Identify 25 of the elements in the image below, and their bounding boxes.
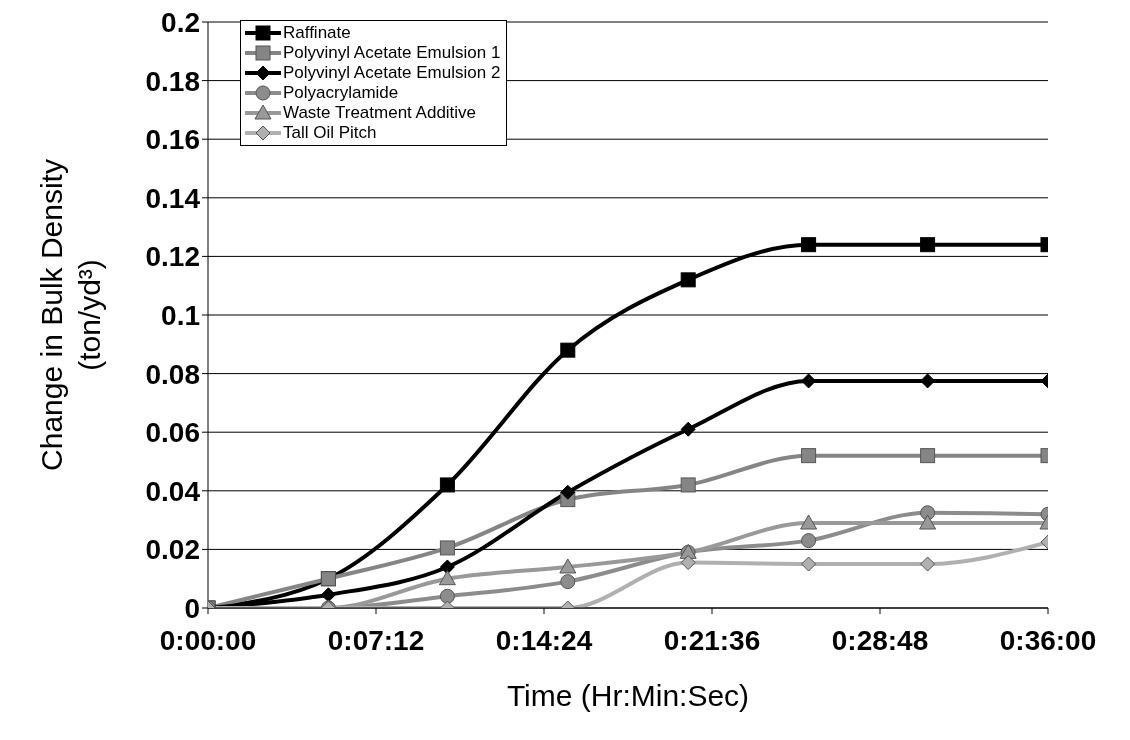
y-tick-label: 0.12 <box>145 241 200 273</box>
x-tick-label: 0:00:00 <box>159 624 257 656</box>
x-tick-label: 0:07:12 <box>327 624 425 656</box>
y-tick-label: 0.1 <box>161 299 200 331</box>
x-tick-label: 0:14:24 <box>495 624 593 656</box>
legend-label: Raffinate <box>283 23 351 43</box>
legend-label: Polyvinyl Acetate Emulsion 1 <box>283 43 501 63</box>
y-tick-label: 0.06 <box>145 417 200 449</box>
y-tick-label: 0.08 <box>145 358 200 390</box>
y-tick-label: 0.2 <box>161 6 200 38</box>
y-tick-label: 0.02 <box>145 534 200 566</box>
legend-label: Polyacrylamide <box>283 83 399 103</box>
y-tick-label: 0.16 <box>145 124 200 156</box>
x-tick-label: 0:36:00 <box>999 624 1097 656</box>
y-tick-label: 0.14 <box>145 182 201 214</box>
x-tick-label: 0:21:36 <box>663 624 761 656</box>
legend-label: Tall Oil Pitch <box>283 123 377 143</box>
y-tick-label: 0.18 <box>145 65 200 97</box>
y-tick-label: 0.04 <box>145 475 201 507</box>
y-axis-title: Change in Bulk Density (ton/yd³) <box>35 159 106 471</box>
y-tick-label: 0 <box>184 592 200 624</box>
x-axis-title: Time (Hr:Min:Sec) <box>506 679 750 712</box>
x-tick-label: 0:28:48 <box>831 624 929 656</box>
legend-label: Waste Treatment Additive <box>283 103 477 123</box>
legend-label: Polyvinyl Acetate Emulsion 2 <box>283 63 501 83</box>
